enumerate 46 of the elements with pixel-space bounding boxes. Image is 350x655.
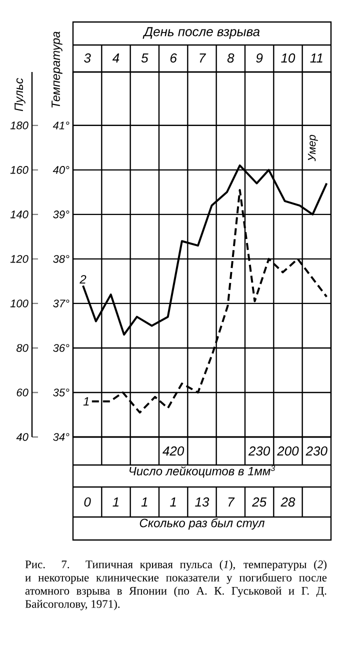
text: Рис. 7. Типичная кривая пульса (1), температуры (2) и некоторые клинические показатели у погибшего после атомного взрыва в Японии (по А. К. Гуськовой и Г. Д. Байсоголову, 1971). xyxy=(25,560,327,610)
text: Сколько раз был стул xyxy=(140,518,265,530)
y2-tick-label: 34° xyxy=(53,433,70,441)
y2-tick-label: 41° xyxy=(52,122,70,130)
data-label: 13 xyxy=(195,497,210,507)
x-tick-label: 9 xyxy=(256,53,263,63)
data-label: 420 xyxy=(162,446,184,456)
x-tick-label: 7 xyxy=(200,54,206,62)
data-label: 0 xyxy=(84,497,91,507)
series-label: 1 xyxy=(83,397,89,406)
x-tick-label: 3 xyxy=(84,53,91,63)
y2-tick-label: 38° xyxy=(53,255,70,263)
y-tick-label: 160 xyxy=(10,166,28,174)
x-tick-label: 10 xyxy=(281,53,296,63)
data-label: 230 xyxy=(248,446,270,456)
data-label: 7 xyxy=(228,498,235,506)
x-tick-label: 11 xyxy=(310,54,322,62)
data-label: 1 xyxy=(170,498,176,506)
x-axis-title: День после взрыва xyxy=(142,27,260,39)
data-label: 230 xyxy=(306,446,328,456)
y-tick-label: 100 xyxy=(10,300,28,308)
y2-tick-label: 37° xyxy=(53,300,70,308)
data-label: 28 xyxy=(280,497,296,507)
y-tick-label: 60 xyxy=(16,388,28,396)
x-tick-label: 8 xyxy=(227,53,234,63)
y-tick-label: 140 xyxy=(10,210,28,218)
y-axis-title: Пульс xyxy=(14,78,26,112)
y-tick-label: 80 xyxy=(16,344,28,352)
y-tick-label: 40 xyxy=(16,433,28,441)
x-tick-label: 6 xyxy=(170,53,177,63)
y-tick-label: 180 xyxy=(10,122,28,130)
x-tick-label: 5 xyxy=(141,53,148,63)
data-label: 200 xyxy=(277,446,299,456)
y2-tick-label: 35° xyxy=(53,388,70,396)
x-tick-label: 4 xyxy=(112,54,120,62)
y2-tick-label: 40° xyxy=(52,166,70,174)
y2-tick-label: 36° xyxy=(53,344,70,352)
text: Число лейкоцитов в 1мм$^{3}$ xyxy=(130,465,276,478)
series-label: 2 xyxy=(80,275,86,284)
y-tick-label: 120 xyxy=(10,255,28,263)
data-label: 1 xyxy=(112,498,119,506)
annotation: Умер xyxy=(308,134,318,162)
data-label: 25 xyxy=(252,497,267,507)
y2-tick-label: 39° xyxy=(53,210,70,218)
data-label: 1 xyxy=(141,498,148,506)
y2-axis-title: Температура xyxy=(52,32,62,108)
